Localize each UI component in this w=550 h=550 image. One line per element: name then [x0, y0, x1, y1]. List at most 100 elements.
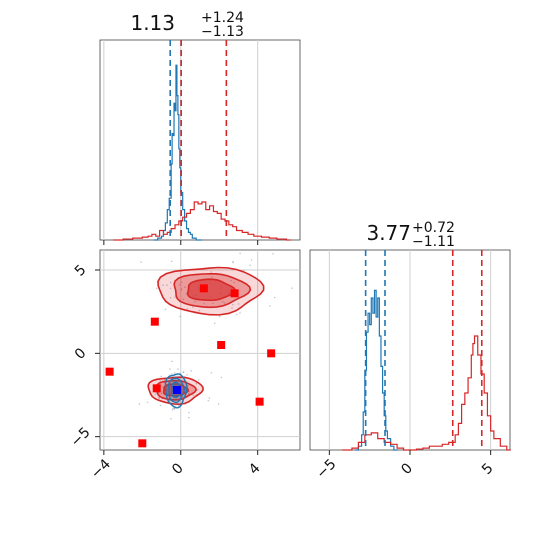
- panel-hist-x-series: [113, 64, 291, 241]
- x-tick-label: 0: [169, 460, 187, 478]
- marker-point: [199, 284, 208, 293]
- y-tick-label: −5: [68, 424, 94, 450]
- histogram-series_a: [153, 64, 203, 241]
- sample-point: [232, 303, 234, 306]
- sample-point: [158, 397, 160, 399]
- best-fit-point: [172, 386, 181, 394]
- marker-point: [217, 341, 226, 349]
- contour-series_b: [186, 278, 237, 302]
- panel-hist-x-quantile-lines: [169, 40, 228, 240]
- sample-point: [184, 286, 186, 289]
- sample-point: [170, 417, 172, 420]
- panel-hist-y-ticks: −5 0 5: [314, 450, 497, 482]
- marker-point: [230, 289, 239, 298]
- sample-point: [230, 279, 233, 282]
- sample-point: [235, 313, 238, 316]
- sample-point: [182, 371, 185, 374]
- sample-point: [177, 368, 179, 370]
- sample-point: [164, 308, 167, 311]
- sample-point: [171, 408, 174, 411]
- y-tick-label: 5: [72, 262, 90, 280]
- sample-point: [210, 271, 213, 273]
- sample-point: [169, 368, 171, 370]
- marker-point: [152, 384, 161, 393]
- sample-point: [198, 309, 201, 312]
- sample-point: [188, 411, 190, 414]
- sample-point: [180, 281, 183, 284]
- sample-point: [197, 389, 199, 391]
- x-tick-label: 0: [398, 460, 416, 478]
- sample-point: [162, 284, 164, 287]
- sample-point: [186, 308, 189, 310]
- sample-point: [188, 416, 190, 419]
- panel-hist-y-quantile-lines: [364, 250, 483, 450]
- panel-hist-x-frame: [99, 39, 301, 241]
- panel-scatter-xy-grid: [100, 250, 300, 450]
- sample-point: [169, 297, 172, 299]
- sample-point: [185, 293, 188, 295]
- sample-point: [190, 370, 192, 372]
- sample-point: [220, 376, 223, 379]
- sample-point: [232, 260, 234, 263]
- panel-hist-x-ticks: [103, 240, 259, 245]
- sample-point: [155, 287, 158, 290]
- sample-point: [155, 392, 158, 394]
- y-tick-label: 0: [72, 345, 90, 363]
- sample-point: [186, 374, 188, 376]
- sample-point: [273, 296, 276, 299]
- x-tick-label: 4: [246, 460, 264, 478]
- panel-hist-x-title-plus: +1.24: [201, 10, 244, 26]
- panel-hist-x-title: 1.13: [130, 11, 175, 35]
- sample-point: [180, 288, 183, 290]
- marker-point: [150, 317, 159, 326]
- panel-hist-y-series: [342, 289, 511, 451]
- sample-point: [210, 372, 213, 374]
- sample-point: [169, 287, 172, 290]
- sample-point: [231, 307, 233, 309]
- sample-point: [239, 252, 241, 255]
- sample-point: [195, 382, 198, 385]
- sample-point: [194, 300, 196, 303]
- sample-point: [249, 264, 251, 267]
- marker-point: [105, 367, 114, 376]
- sample-point: [187, 393, 190, 395]
- sample-point: [170, 373, 173, 375]
- sample-point: [140, 261, 142, 263]
- sample-point: [170, 260, 173, 263]
- sample-point: [217, 403, 220, 405]
- sample-point: [272, 252, 274, 255]
- sample-point: [179, 315, 181, 318]
- panel-hist-y-title-minus: −1.11: [412, 234, 455, 250]
- panel-hist-x: 1.13 +1.24 −1.13: [99, 10, 301, 245]
- sample-point: [213, 322, 216, 325]
- sample-point: [207, 399, 210, 402]
- sample-point: [192, 394, 194, 396]
- x-tick-label: −4: [88, 456, 114, 482]
- sample-point: [171, 360, 173, 363]
- sample-point: [172, 407, 174, 409]
- sample-point: [233, 281, 236, 284]
- sample-point: [237, 303, 240, 305]
- sample-point: [166, 284, 168, 286]
- sample-point: [197, 379, 200, 381]
- marker-point: [255, 397, 264, 406]
- panel-hist-x-title-minus: −1.13: [201, 24, 244, 40]
- sample-point: [169, 381, 172, 384]
- sample-point: [173, 408, 176, 410]
- sample-point: [146, 401, 149, 403]
- sample-point: [169, 281, 172, 284]
- sample-point: [239, 312, 241, 314]
- marker-point: [138, 439, 147, 448]
- sample-point: [211, 276, 213, 278]
- sample-point: [218, 315, 221, 318]
- sample-point: [138, 403, 141, 405]
- panel-hist-y-title: 3.77: [366, 221, 411, 245]
- sample-point: [269, 305, 271, 307]
- sample-point: [159, 380, 161, 382]
- panel-scatter-xy-markers: [105, 284, 276, 448]
- sample-point: [182, 298, 185, 301]
- marker-point: [267, 349, 276, 358]
- histogram-series_b: [113, 201, 291, 241]
- sample-point: [211, 302, 214, 305]
